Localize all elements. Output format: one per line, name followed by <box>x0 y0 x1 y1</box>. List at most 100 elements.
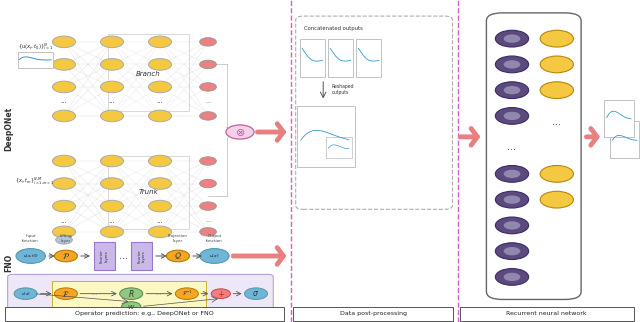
Circle shape <box>200 157 216 165</box>
Circle shape <box>100 155 124 167</box>
Circle shape <box>504 221 520 230</box>
Bar <box>94 242 115 270</box>
Circle shape <box>200 60 216 69</box>
Text: $\cdots$: $\cdots$ <box>156 291 162 296</box>
Text: Fourier
layers: Fourier layers <box>100 249 109 263</box>
Bar <box>18 52 53 68</box>
Circle shape <box>166 250 189 262</box>
Text: Recurrent neural network: Recurrent neural network <box>506 311 587 317</box>
Text: ...: ... <box>508 141 516 152</box>
Text: $\cdots$: $\cdots$ <box>92 291 98 296</box>
FancyBboxPatch shape <box>8 274 273 313</box>
Circle shape <box>52 200 76 212</box>
FancyBboxPatch shape <box>296 16 452 209</box>
Circle shape <box>495 56 529 73</box>
Bar <box>328 39 353 77</box>
Circle shape <box>495 108 529 124</box>
Circle shape <box>52 36 76 48</box>
Text: Data post-processing: Data post-processing <box>340 311 406 317</box>
Circle shape <box>52 226 76 238</box>
Bar <box>131 242 152 270</box>
Circle shape <box>540 82 573 99</box>
Text: $\mathcal{F}$: $\mathcal{F}$ <box>62 289 70 299</box>
Circle shape <box>120 288 143 299</box>
Text: Output
function: Output function <box>206 234 223 242</box>
Circle shape <box>100 200 124 212</box>
Circle shape <box>52 110 76 122</box>
Text: Fourier
layers: Fourier layers <box>137 249 146 263</box>
Bar <box>326 137 352 158</box>
Text: ...: ... <box>205 99 211 104</box>
Circle shape <box>56 236 72 244</box>
Circle shape <box>504 34 520 43</box>
Text: $\mathcal{P}$: $\mathcal{P}$ <box>62 251 70 261</box>
Circle shape <box>504 170 520 178</box>
Circle shape <box>504 112 520 120</box>
Circle shape <box>540 191 573 208</box>
Circle shape <box>100 36 124 48</box>
Text: Lifting
layer: Lifting layer <box>60 234 72 242</box>
Circle shape <box>504 60 520 69</box>
Circle shape <box>100 59 124 70</box>
Text: ...: ... <box>61 99 67 104</box>
Circle shape <box>148 178 172 189</box>
Circle shape <box>200 249 229 263</box>
Circle shape <box>540 56 573 73</box>
Bar <box>604 100 634 137</box>
FancyBboxPatch shape <box>486 13 581 299</box>
Circle shape <box>54 288 77 299</box>
Circle shape <box>54 250 77 262</box>
Circle shape <box>226 125 254 139</box>
Circle shape <box>495 243 529 260</box>
Circle shape <box>52 155 76 167</box>
Bar <box>610 121 639 158</box>
Circle shape <box>504 86 520 94</box>
Circle shape <box>495 82 529 99</box>
Text: ...: ... <box>552 117 561 128</box>
Circle shape <box>244 288 268 299</box>
Text: Trunk: Trunk <box>139 189 158 194</box>
Text: Reshaped
outputs: Reshaped outputs <box>332 84 354 95</box>
Bar <box>108 34 189 111</box>
Circle shape <box>504 247 520 255</box>
Text: $\sigma$: $\sigma$ <box>253 289 259 298</box>
Circle shape <box>148 110 172 122</box>
Circle shape <box>148 81 172 93</box>
Text: Branch: Branch <box>136 71 161 77</box>
Text: $\otimes$: $\otimes$ <box>235 127 245 137</box>
Text: $u(x,t_0)$: $u(x,t_0)$ <box>23 252 38 260</box>
Text: $\{x_i,t_m\}_{i=1,m=1}^{N,M}$: $\{x_i,t_m\}_{i=1,m=1}^{N,M}$ <box>15 175 55 185</box>
Circle shape <box>495 269 529 285</box>
Text: Concatenated outputs: Concatenated outputs <box>304 26 363 32</box>
Circle shape <box>52 81 76 93</box>
Text: ...: ... <box>205 218 211 223</box>
Bar <box>5 307 284 321</box>
Text: Projection
layer: Projection layer <box>168 234 188 242</box>
Circle shape <box>52 178 76 189</box>
Text: $\mathcal{Q}$: $\mathcal{Q}$ <box>174 251 182 261</box>
Circle shape <box>200 83 216 91</box>
Circle shape <box>200 38 216 46</box>
Bar <box>293 307 453 321</box>
Circle shape <box>14 288 37 299</box>
Text: $\{u(x_i,t_0)\}_{i=1}^{N}$: $\{u(x_i,t_0)\}_{i=1}^{N}$ <box>17 41 53 52</box>
Text: DeepONet: DeepONet <box>4 107 13 151</box>
Text: ...: ... <box>61 218 67 223</box>
Circle shape <box>100 110 124 122</box>
Circle shape <box>148 155 172 167</box>
Circle shape <box>540 166 573 182</box>
Circle shape <box>100 178 124 189</box>
Circle shape <box>16 249 45 263</box>
Text: $R$: $R$ <box>128 288 134 299</box>
Bar <box>356 39 381 77</box>
Text: ...: ... <box>157 99 163 104</box>
Circle shape <box>540 30 573 47</box>
Text: $u(x)$: $u(x)$ <box>209 252 220 260</box>
Circle shape <box>100 81 124 93</box>
Circle shape <box>122 302 141 311</box>
Circle shape <box>495 166 529 182</box>
Bar <box>52 281 206 309</box>
Circle shape <box>504 195 520 204</box>
Text: $W$: $W$ <box>127 303 136 310</box>
Circle shape <box>100 226 124 238</box>
